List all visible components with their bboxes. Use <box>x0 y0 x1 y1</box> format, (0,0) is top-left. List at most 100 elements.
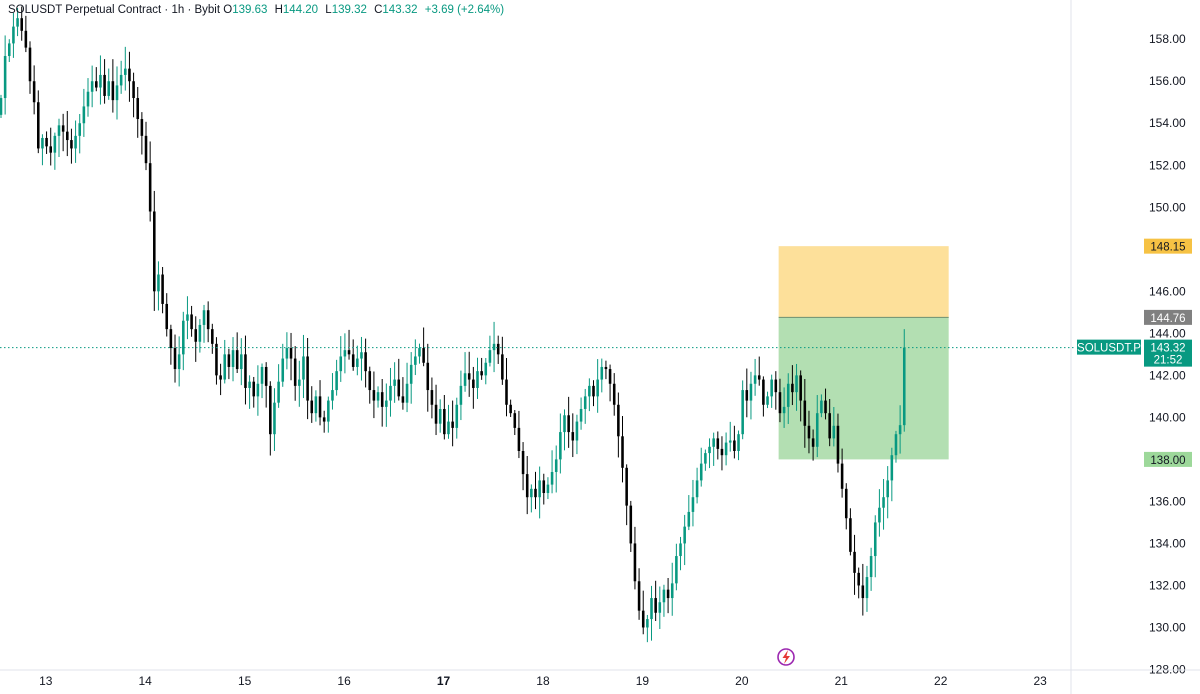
candle <box>165 293 169 337</box>
flash-icon[interactable] <box>777 648 795 666</box>
candle <box>16 7 19 37</box>
candle <box>550 450 554 494</box>
candle <box>182 311 185 371</box>
candle <box>177 336 181 387</box>
candle <box>733 425 736 459</box>
y-tick-label: 142.00 <box>1149 368 1186 382</box>
candle <box>683 514 686 566</box>
price-tag-target: 138.00 <box>1144 451 1192 467</box>
y-tick-label: 152.00 <box>1149 158 1186 172</box>
candle <box>894 430 898 463</box>
x-tick-label: 16 <box>337 674 351 688</box>
candle <box>691 479 695 527</box>
candle <box>3 35 7 115</box>
candle <box>902 329 906 432</box>
candle <box>712 432 715 466</box>
candle <box>285 332 289 370</box>
candle <box>517 410 521 459</box>
candle <box>186 296 189 340</box>
candle <box>227 348 231 380</box>
y-tick-label: 146.00 <box>1149 284 1186 298</box>
candle <box>385 383 388 427</box>
candle <box>716 431 720 460</box>
candle <box>455 397 459 439</box>
candle <box>99 55 102 105</box>
candle <box>314 390 318 422</box>
y-tick-label: 136.00 <box>1149 494 1186 508</box>
candle <box>463 352 467 392</box>
candle <box>252 376 256 408</box>
candle <box>592 380 595 407</box>
candle <box>28 41 32 94</box>
candle <box>372 371 376 419</box>
candle <box>211 323 214 354</box>
y-tick-label: 130.00 <box>1149 620 1186 634</box>
time-axis[interactable]: 13 14 15 16 17 18 19 20 21 22 23 <box>0 669 1200 688</box>
candle <box>820 394 823 418</box>
candle <box>327 396 330 433</box>
candle <box>559 413 562 474</box>
x-tick-label: 17 <box>437 674 451 688</box>
candle <box>600 358 604 393</box>
candle <box>492 321 496 373</box>
candle <box>128 51 131 102</box>
candle <box>791 365 794 406</box>
candle <box>219 363 222 396</box>
candle <box>103 59 106 104</box>
candle <box>832 407 836 447</box>
candle <box>650 585 653 641</box>
candle <box>588 378 591 412</box>
legend-low-value: 139.32 <box>331 4 367 16</box>
candle <box>505 357 508 417</box>
candle <box>269 381 272 456</box>
candle <box>57 118 61 158</box>
legend-symbol[interactable]: SOLUSDT Perpetual Contract <box>8 4 162 16</box>
candle <box>231 337 235 382</box>
candle <box>157 261 160 311</box>
take-profit-zone[interactable] <box>778 317 949 460</box>
candle <box>248 375 251 409</box>
candle <box>339 336 343 382</box>
position-tool[interactable] <box>778 246 949 460</box>
candle <box>621 416 624 483</box>
candle <box>24 15 28 53</box>
candle <box>873 515 877 578</box>
candle <box>844 483 848 530</box>
candle <box>803 379 807 448</box>
candle <box>770 374 773 408</box>
candle <box>898 405 902 454</box>
candle <box>0 94 3 118</box>
legend-interval[interactable]: 1h <box>171 4 185 16</box>
candle <box>356 345 359 376</box>
candle <box>310 386 314 423</box>
y-tick-label: 144.00 <box>1149 326 1186 340</box>
legend-close-value: 143.32 <box>382 4 418 16</box>
candle <box>608 364 612 402</box>
candle <box>633 526 637 590</box>
candle <box>728 421 732 452</box>
candle <box>861 563 865 616</box>
candle <box>277 364 280 408</box>
candle <box>422 327 425 367</box>
candle <box>762 376 765 417</box>
candle <box>12 12 15 58</box>
legend-high-label: H <box>274 4 283 16</box>
candle <box>244 335 247 405</box>
candle <box>153 190 156 311</box>
candle <box>509 399 512 417</box>
candle <box>538 466 541 519</box>
candle <box>447 404 450 439</box>
candle <box>542 473 546 505</box>
candle <box>124 46 127 91</box>
candle <box>148 141 152 222</box>
candle <box>169 324 173 365</box>
stop-loss-zone[interactable] <box>778 246 949 318</box>
price-tag-stop: 148.15 <box>1144 238 1192 254</box>
x-tick-label: 20 <box>735 674 749 688</box>
y-tick-label: 128.00 <box>1149 662 1186 676</box>
candle <box>289 332 293 381</box>
candle <box>753 358 757 396</box>
candle <box>840 448 844 498</box>
x-tick-label: 15 <box>238 674 252 688</box>
